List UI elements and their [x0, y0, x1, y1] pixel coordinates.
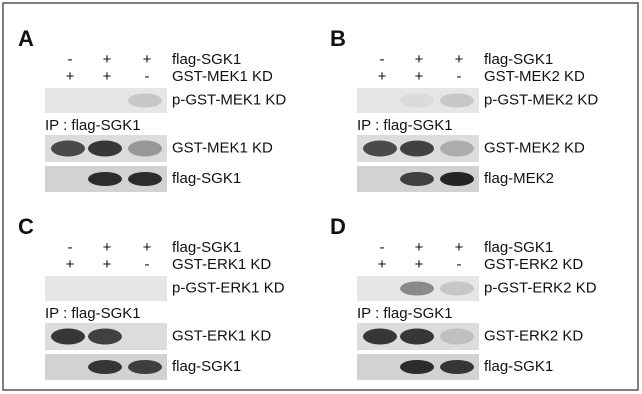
blot-background	[357, 88, 479, 113]
blot-background	[357, 276, 479, 301]
treatment-sign: +	[455, 51, 464, 68]
panel-letter: A	[18, 26, 34, 51]
treatment-label: GST-MEK2 KD	[484, 68, 585, 85]
blot-band	[440, 93, 474, 108]
blot-label: flag-MEK2	[484, 170, 554, 187]
treatment-label: GST-MEK1 KD	[172, 68, 273, 85]
treatment-label: flag-SGK1	[484, 239, 553, 256]
ip-label: IP : flag-SGK1	[45, 305, 141, 322]
blot-band	[400, 360, 434, 374]
treatment-sign: +	[143, 51, 152, 68]
treatment-sign: -	[380, 51, 385, 68]
treatment-sign: +	[103, 239, 112, 256]
blot-band	[51, 140, 85, 157]
treatment-sign: -	[380, 239, 385, 256]
treatment-label: flag-SGK1	[172, 51, 241, 68]
treatment-sign: -	[457, 256, 462, 273]
blot-band	[128, 93, 162, 108]
blot-label: GST-MEK1 KD	[172, 139, 273, 156]
blot-band	[363, 328, 397, 345]
blot-label: p-GST-MEK1 KD	[172, 91, 286, 108]
treatment-label: flag-SGK1	[172, 239, 241, 256]
treatment-sign: -	[457, 68, 462, 85]
blot-band	[440, 328, 474, 345]
ip-label: IP : flag-SGK1	[45, 117, 141, 134]
treatment-label: flag-SGK1	[484, 51, 553, 68]
blot-band	[400, 93, 434, 108]
treatment-sign: -	[145, 256, 150, 273]
panel-letter: D	[330, 214, 346, 239]
blot-band	[88, 328, 122, 345]
ip-label: IP : flag-SGK1	[357, 117, 453, 134]
blot-label: flag-SGK1	[484, 358, 553, 375]
blot-label: p-GST-ERK1 KD	[172, 279, 285, 296]
treatment-sign: +	[455, 239, 464, 256]
blot-label: GST-ERK1 KD	[172, 327, 271, 344]
blot-band	[400, 328, 434, 345]
treatment-sign: -	[68, 239, 73, 256]
blot-label: flag-SGK1	[172, 170, 241, 187]
treatment-sign: +	[103, 51, 112, 68]
treatment-sign: +	[103, 68, 112, 85]
treatment-sign: +	[66, 68, 75, 85]
blot-band	[363, 140, 397, 157]
treatment-sign: +	[415, 256, 424, 273]
blot-band	[400, 172, 434, 186]
blot-band	[440, 140, 474, 157]
blot-label: p-GST-ERK2 KD	[484, 279, 597, 296]
treatment-label: GST-ERK1 KD	[172, 256, 271, 273]
panel-letter: B	[330, 26, 346, 51]
treatment-sign: +	[143, 239, 152, 256]
treatment-sign: +	[378, 256, 387, 273]
blot-label: GST-ERK2 KD	[484, 327, 583, 344]
treatment-sign: +	[415, 239, 424, 256]
ip-label: IP : flag-SGK1	[357, 305, 453, 322]
blot-band	[128, 140, 162, 157]
blot-label: flag-SGK1	[172, 358, 241, 375]
blot-band	[400, 281, 434, 296]
treatment-sign: +	[103, 256, 112, 273]
blot-label: GST-MEK2 KD	[484, 139, 585, 156]
blot-background	[45, 276, 167, 301]
blot-band	[440, 172, 474, 186]
blot-band	[400, 140, 434, 157]
treatment-sign: +	[378, 68, 387, 85]
treatment-sign: +	[66, 256, 75, 273]
blot-background	[45, 88, 167, 113]
blot-band	[51, 328, 85, 345]
blot-band	[88, 140, 122, 157]
blot-band	[440, 360, 474, 374]
treatment-sign: -	[145, 68, 150, 85]
blot-band	[440, 281, 474, 296]
blot-band	[128, 172, 162, 186]
panel-letter: C	[18, 214, 34, 239]
blot-label: p-GST-MEK2 KD	[484, 91, 598, 108]
treatment-label: GST-ERK2 KD	[484, 256, 583, 273]
blot-band	[88, 172, 122, 186]
blot-band	[88, 360, 122, 374]
treatment-sign: +	[415, 68, 424, 85]
treatment-sign: -	[68, 51, 73, 68]
treatment-sign: +	[415, 51, 424, 68]
blot-band	[128, 360, 162, 374]
